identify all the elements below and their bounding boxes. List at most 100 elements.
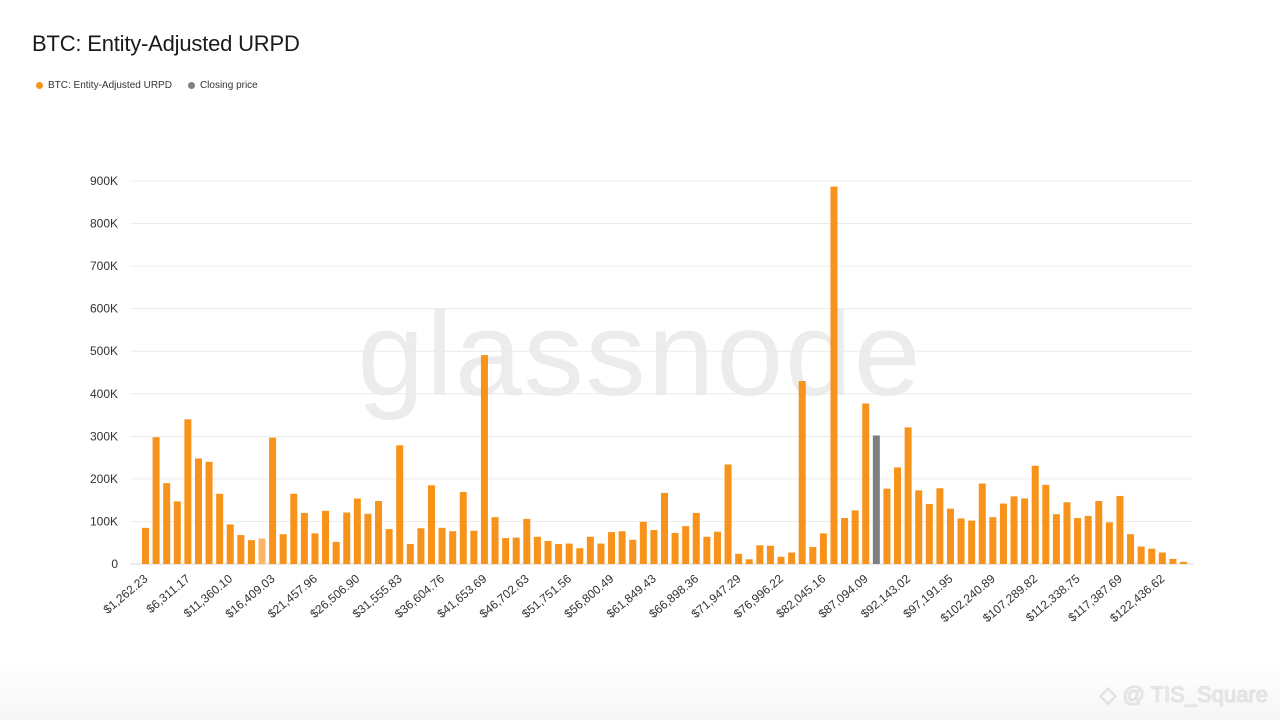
bar[interactable] [946, 508, 954, 564]
bar[interactable] [862, 403, 870, 564]
bar[interactable] [925, 504, 933, 564]
legend-item-closing-price[interactable]: Closing price [187, 80, 258, 91]
bar[interactable] [586, 536, 594, 564]
bar[interactable] [968, 520, 976, 564]
bar[interactable] [353, 498, 361, 564]
bar[interactable] [1031, 465, 1039, 564]
bar[interactable] [194, 458, 202, 564]
bar[interactable] [438, 527, 446, 564]
bar[interactable] [459, 492, 467, 564]
bar[interactable] [385, 529, 393, 564]
bar[interactable] [1074, 518, 1082, 564]
bar[interactable] [544, 541, 552, 564]
bar[interactable] [555, 544, 563, 564]
bar[interactable] [427, 485, 435, 564]
bar[interactable] [703, 536, 711, 564]
bar[interactable] [226, 524, 234, 564]
bar[interactable] [766, 545, 774, 564]
bar[interactable] [1180, 561, 1187, 564]
bar[interactable] [152, 437, 160, 564]
bar[interactable] [491, 517, 499, 564]
bar[interactable] [894, 467, 902, 564]
bar[interactable] [1010, 496, 1018, 564]
bar[interactable] [406, 544, 414, 564]
bar[interactable] [661, 492, 668, 564]
bar[interactable] [1127, 534, 1135, 564]
bar[interactable] [1137, 546, 1145, 564]
bar[interactable] [1169, 558, 1177, 564]
bar[interactable] [375, 501, 383, 564]
bar[interactable] [269, 437, 277, 564]
bar[interactable] [449, 531, 457, 564]
bar[interactable] [692, 512, 700, 564]
bar[interactable] [650, 529, 658, 564]
bar[interactable] [809, 546, 817, 564]
bar[interactable] [1084, 515, 1092, 564]
bar[interactable] [142, 527, 149, 564]
bar[interactable] [1095, 501, 1103, 564]
bar[interactable] [311, 533, 319, 564]
bar[interactable] [1021, 498, 1029, 564]
bar[interactable] [904, 427, 912, 564]
bar[interactable] [841, 518, 849, 564]
bar[interactable] [608, 532, 616, 564]
bar[interactable] [343, 512, 351, 564]
bar[interactable] [639, 521, 647, 564]
bar[interactable] [618, 531, 626, 564]
bar[interactable] [163, 483, 171, 564]
bar[interactable] [332, 541, 340, 564]
bar[interactable] [915, 490, 923, 564]
bar[interactable] [745, 559, 753, 564]
bar[interactable] [184, 419, 192, 564]
bar[interactable] [237, 535, 245, 564]
bar[interactable] [978, 483, 986, 564]
bar[interactable] [512, 537, 520, 564]
bar[interactable] [883, 488, 891, 564]
bar[interactable] [1148, 548, 1156, 564]
bar[interactable] [756, 545, 764, 564]
bar[interactable] [576, 548, 584, 564]
bar[interactable] [788, 552, 796, 564]
bar[interactable] [989, 517, 997, 564]
bar[interactable] [523, 518, 531, 564]
bar[interactable] [247, 540, 255, 564]
bar[interactable] [279, 534, 287, 564]
bar[interactable] [682, 526, 690, 564]
bar[interactable] [957, 518, 965, 564]
bar[interactable] [396, 445, 404, 564]
bar[interactable] [417, 528, 425, 564]
bar[interactable] [290, 493, 298, 564]
bar[interactable] [216, 493, 224, 564]
bar[interactable] [1063, 502, 1071, 564]
bar-highlighted[interactable] [258, 538, 266, 564]
bar[interactable] [936, 488, 944, 564]
bar[interactable] [671, 532, 679, 564]
bar[interactable] [798, 381, 806, 564]
legend-item-urpd[interactable]: BTC: Entity-Adjusted URPD [36, 80, 172, 91]
bar[interactable] [502, 538, 510, 564]
bar[interactable] [735, 553, 743, 564]
bar[interactable] [999, 503, 1007, 564]
bar[interactable] [1116, 495, 1124, 564]
bar[interactable] [173, 501, 181, 564]
bar[interactable] [1105, 522, 1113, 564]
bar[interactable] [819, 533, 827, 564]
bar[interactable] [364, 513, 372, 564]
bar[interactable] [322, 510, 330, 564]
bar[interactable] [713, 531, 721, 564]
closing-price-bar[interactable] [872, 435, 880, 564]
bar[interactable] [629, 539, 637, 564]
bar[interactable] [470, 530, 478, 564]
bar[interactable] [300, 512, 308, 564]
bar[interactable] [1052, 514, 1060, 564]
bar[interactable] [533, 536, 541, 564]
bar[interactable] [480, 355, 488, 564]
bar[interactable] [724, 464, 732, 564]
bar[interactable] [851, 510, 859, 564]
bar[interactable] [777, 556, 785, 564]
bar[interactable] [1042, 484, 1050, 564]
bar[interactable] [597, 543, 605, 564]
bar[interactable] [830, 186, 838, 564]
bar[interactable] [565, 543, 573, 564]
bar[interactable] [205, 461, 213, 564]
